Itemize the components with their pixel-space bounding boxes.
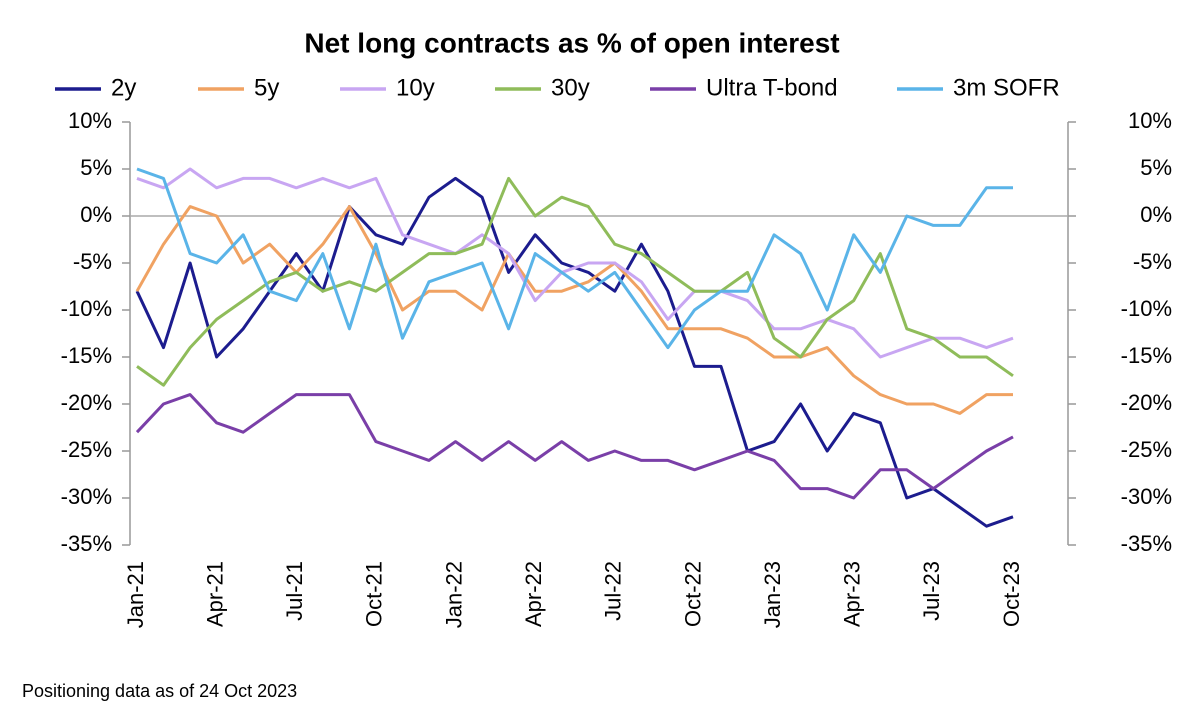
series-line: [136, 167, 1013, 350]
y2-tick-label: -15%: [1121, 343, 1172, 368]
series-line: [135, 176, 1014, 528]
y2-tick-label: -10%: [1121, 296, 1172, 321]
y-tick-label: 5%: [80, 155, 112, 180]
x-tick-label: Jan-23: [760, 561, 785, 628]
y-tick-label: 0%: [80, 202, 112, 227]
x-tick-label: Oct-22: [680, 561, 705, 627]
y-tick-label: 10%: [68, 108, 112, 133]
x-tick-label: Oct-23: [999, 561, 1024, 627]
x-tick-label: Jan-22: [441, 561, 466, 628]
legend-label: 2y: [111, 74, 136, 101]
y-tick-label: -30%: [61, 484, 112, 509]
series-line: [135, 205, 1013, 415]
x-tick-label: Apr-22: [521, 561, 546, 627]
y-tick-label: -5%: [73, 249, 112, 274]
legend-label: 10y: [396, 74, 435, 101]
x-tick-label: Jan-21: [123, 561, 148, 628]
y2-tick-label: -30%: [1121, 484, 1172, 509]
x-tick-label: Apr-21: [202, 561, 227, 627]
legend-label: 5y: [254, 74, 279, 101]
x-tick-label: Apr-23: [840, 561, 865, 627]
x-tick-label: Jul-22: [601, 561, 626, 621]
y2-tick-label: -5%: [1133, 249, 1172, 274]
series-line: [136, 176, 1014, 387]
y-tick-label: -20%: [61, 390, 112, 415]
series-line: [136, 167, 1014, 359]
chart-title: Net long contracts as % of open interest: [304, 27, 839, 58]
legend-label: 3m SOFR: [953, 74, 1060, 101]
x-tick-label: Jul-21: [282, 561, 307, 621]
y2-tick-label: -25%: [1121, 437, 1172, 462]
y2-tick-label: 0%: [1140, 202, 1172, 227]
y-tick-label: -35%: [61, 531, 112, 556]
x-tick-label: Oct-21: [362, 561, 387, 627]
legend-label: 30y: [551, 74, 590, 101]
y2-tick-label: -35%: [1121, 531, 1172, 556]
footnote: Positioning data as of 24 Oct 2023: [22, 681, 297, 701]
series-line: [135, 393, 1014, 500]
y-tick-label: -15%: [61, 343, 112, 368]
y2-tick-label: 5%: [1140, 155, 1172, 180]
x-tick-label: Jul-23: [919, 561, 944, 621]
y-tick-label: -10%: [61, 296, 112, 321]
y-tick-label: -25%: [61, 437, 112, 462]
legend-label: Ultra T-bond: [706, 74, 838, 101]
y2-tick-label: -20%: [1121, 390, 1172, 415]
y2-tick-label: 10%: [1128, 108, 1172, 133]
